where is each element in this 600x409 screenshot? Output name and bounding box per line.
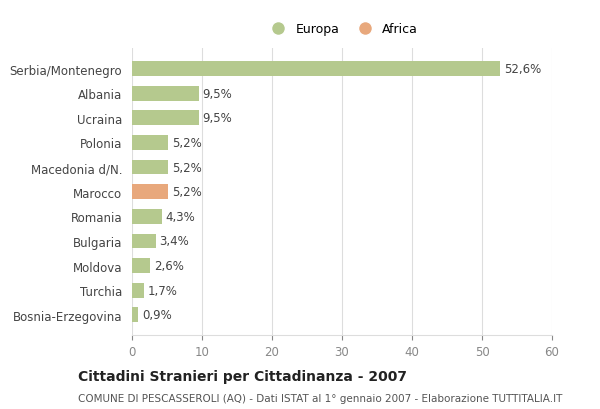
- Text: 52,6%: 52,6%: [504, 63, 541, 76]
- Text: 4,3%: 4,3%: [166, 210, 196, 223]
- Bar: [132, 209, 162, 224]
- Bar: [132, 111, 199, 126]
- Bar: [132, 62, 500, 77]
- Text: 1,7%: 1,7%: [148, 284, 177, 297]
- Text: 5,2%: 5,2%: [172, 137, 202, 150]
- Text: COMUNE DI PESCASSEROLI (AQ) - Dati ISTAT al 1° gennaio 2007 - Elaborazione TUTTI: COMUNE DI PESCASSEROLI (AQ) - Dati ISTAT…: [78, 393, 562, 403]
- Text: 2,6%: 2,6%: [154, 259, 184, 272]
- Text: 5,2%: 5,2%: [172, 186, 202, 199]
- Bar: [132, 234, 156, 249]
- Text: 3,4%: 3,4%: [160, 235, 189, 248]
- Text: 9,5%: 9,5%: [202, 112, 232, 125]
- Bar: [132, 185, 169, 200]
- Bar: [132, 258, 150, 273]
- Legend: Europa, Africa: Europa, Africa: [261, 18, 423, 41]
- Bar: [132, 136, 169, 151]
- Text: Cittadini Stranieri per Cittadinanza - 2007: Cittadini Stranieri per Cittadinanza - 2…: [78, 369, 407, 383]
- Bar: [132, 160, 169, 175]
- Text: 9,5%: 9,5%: [202, 88, 232, 101]
- Bar: [132, 308, 139, 322]
- Text: 5,2%: 5,2%: [172, 161, 202, 174]
- Text: 0,9%: 0,9%: [142, 308, 172, 321]
- Bar: [132, 87, 199, 101]
- Bar: [132, 283, 144, 298]
